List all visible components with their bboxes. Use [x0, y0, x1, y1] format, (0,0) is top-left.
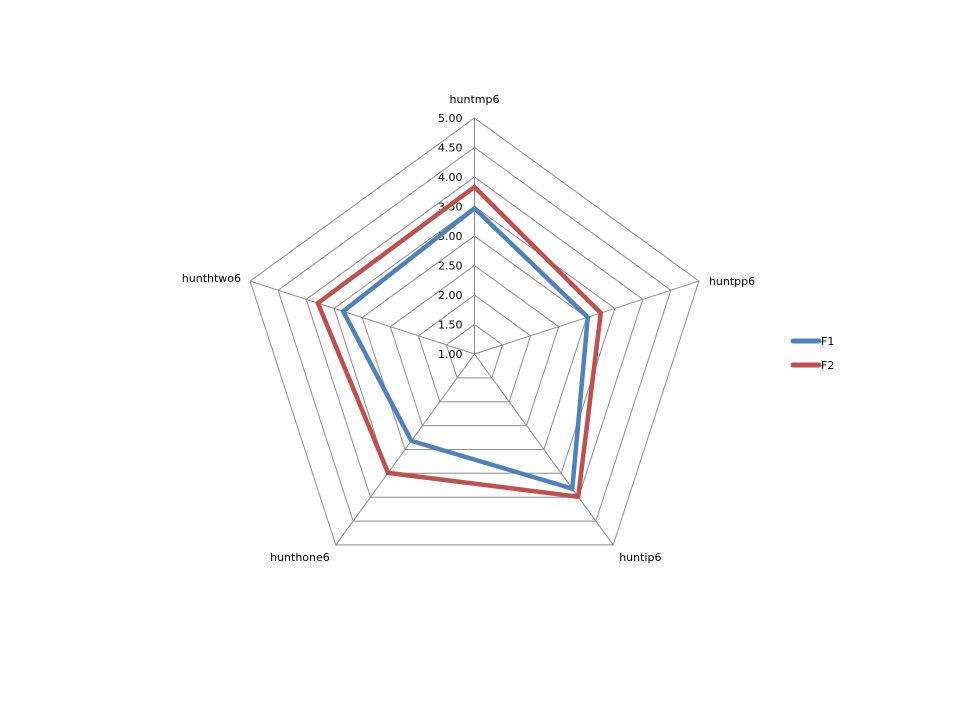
- tick-label: 4.00: [438, 171, 463, 184]
- data-series: [315, 184, 604, 500]
- tick-label: 1.50: [438, 319, 463, 332]
- axis-label-hunthone6: hunthone6: [270, 551, 330, 564]
- grid-ring: [445, 323, 504, 379]
- axis-label-huntip6: huntip6: [619, 551, 661, 564]
- legend: F1 F2: [790, 335, 834, 372]
- grid-ring: [389, 264, 560, 427]
- spoke: [474, 353, 614, 546]
- grid-ring: [333, 205, 616, 474]
- radar-spokes: [249, 118, 700, 546]
- tick-label: 2.00: [438, 289, 463, 302]
- tick-label: 1.00: [438, 348, 463, 361]
- axis-label-huntmp6: huntmp6: [450, 93, 500, 106]
- grid-ring: [277, 146, 672, 522]
- legend-item-f1[interactable]: F1: [790, 335, 834, 348]
- grid-ring: [417, 294, 532, 403]
- axis-label-hunthtwo6: hunthtwo6: [182, 272, 241, 285]
- spoke: [249, 280, 475, 355]
- tick-label: 2.50: [438, 260, 463, 273]
- tick-label: 5.00: [438, 112, 463, 125]
- series-f1[interactable]: [340, 205, 591, 492]
- spoke: [335, 353, 475, 546]
- radar-grid: [249, 117, 700, 546]
- grid-ring: [361, 235, 588, 450]
- grid-ring: [249, 117, 700, 546]
- radial-tick-labels: 1.001.502.002.503.003.504.004.505.00: [438, 112, 463, 361]
- legend-label-f2: F2: [821, 359, 834, 372]
- grid-ring: [305, 176, 644, 498]
- axis-label-huntpp6: huntpp6: [709, 275, 755, 288]
- legend-item-f2[interactable]: F2: [790, 359, 834, 372]
- legend-label-f1: F1: [821, 335, 834, 348]
- axis-labels: huntmp6 huntpp6 huntip6 hunthone6 hunthtwo6: [182, 93, 755, 564]
- series-f2[interactable]: [315, 184, 604, 500]
- tick-label: 4.50: [438, 142, 463, 155]
